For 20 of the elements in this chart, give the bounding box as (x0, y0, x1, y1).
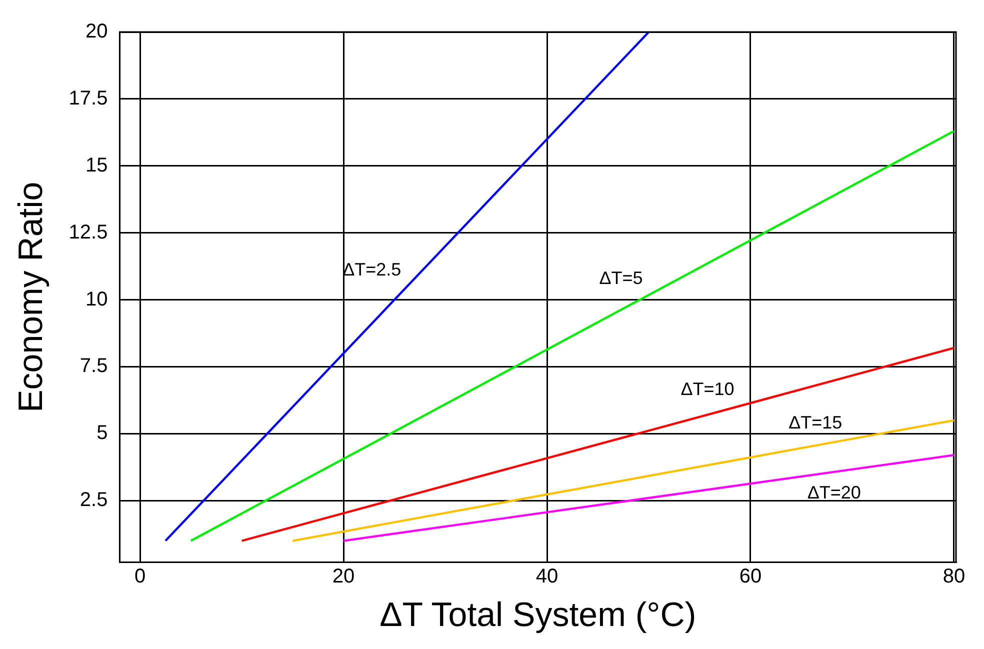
series-label: ΔT=20 (807, 482, 861, 502)
y-tick-label: 15 (85, 154, 108, 176)
series-label: ΔT=5 (599, 268, 643, 288)
y-tick-label: 7.5 (80, 355, 108, 378)
x-tick-label: 0 (134, 566, 146, 588)
y-tick-label: 20 (85, 20, 108, 43)
y-axis-title: Economy Ratio (12, 182, 50, 412)
series-label: ΔT=15 (788, 412, 842, 433)
y-tick-label: 17.5 (68, 87, 108, 110)
y-tick-label: 2.5 (80, 489, 108, 512)
series-label: ΔT=2.5 (342, 259, 402, 280)
y-tick-label: 10 (85, 288, 108, 310)
x-tick-label: 80 (942, 566, 966, 588)
x-axis-title: ΔT Total System (°C) (380, 596, 696, 634)
series-label: ΔT=10 (680, 378, 734, 399)
x-tick-label: 60 (739, 566, 762, 588)
x-tick-label: 40 (536, 566, 558, 588)
x-tick-label: 20 (332, 566, 355, 588)
y-tick-label: 5 (96, 422, 108, 444)
y-tick-label: 12.5 (68, 221, 108, 244)
